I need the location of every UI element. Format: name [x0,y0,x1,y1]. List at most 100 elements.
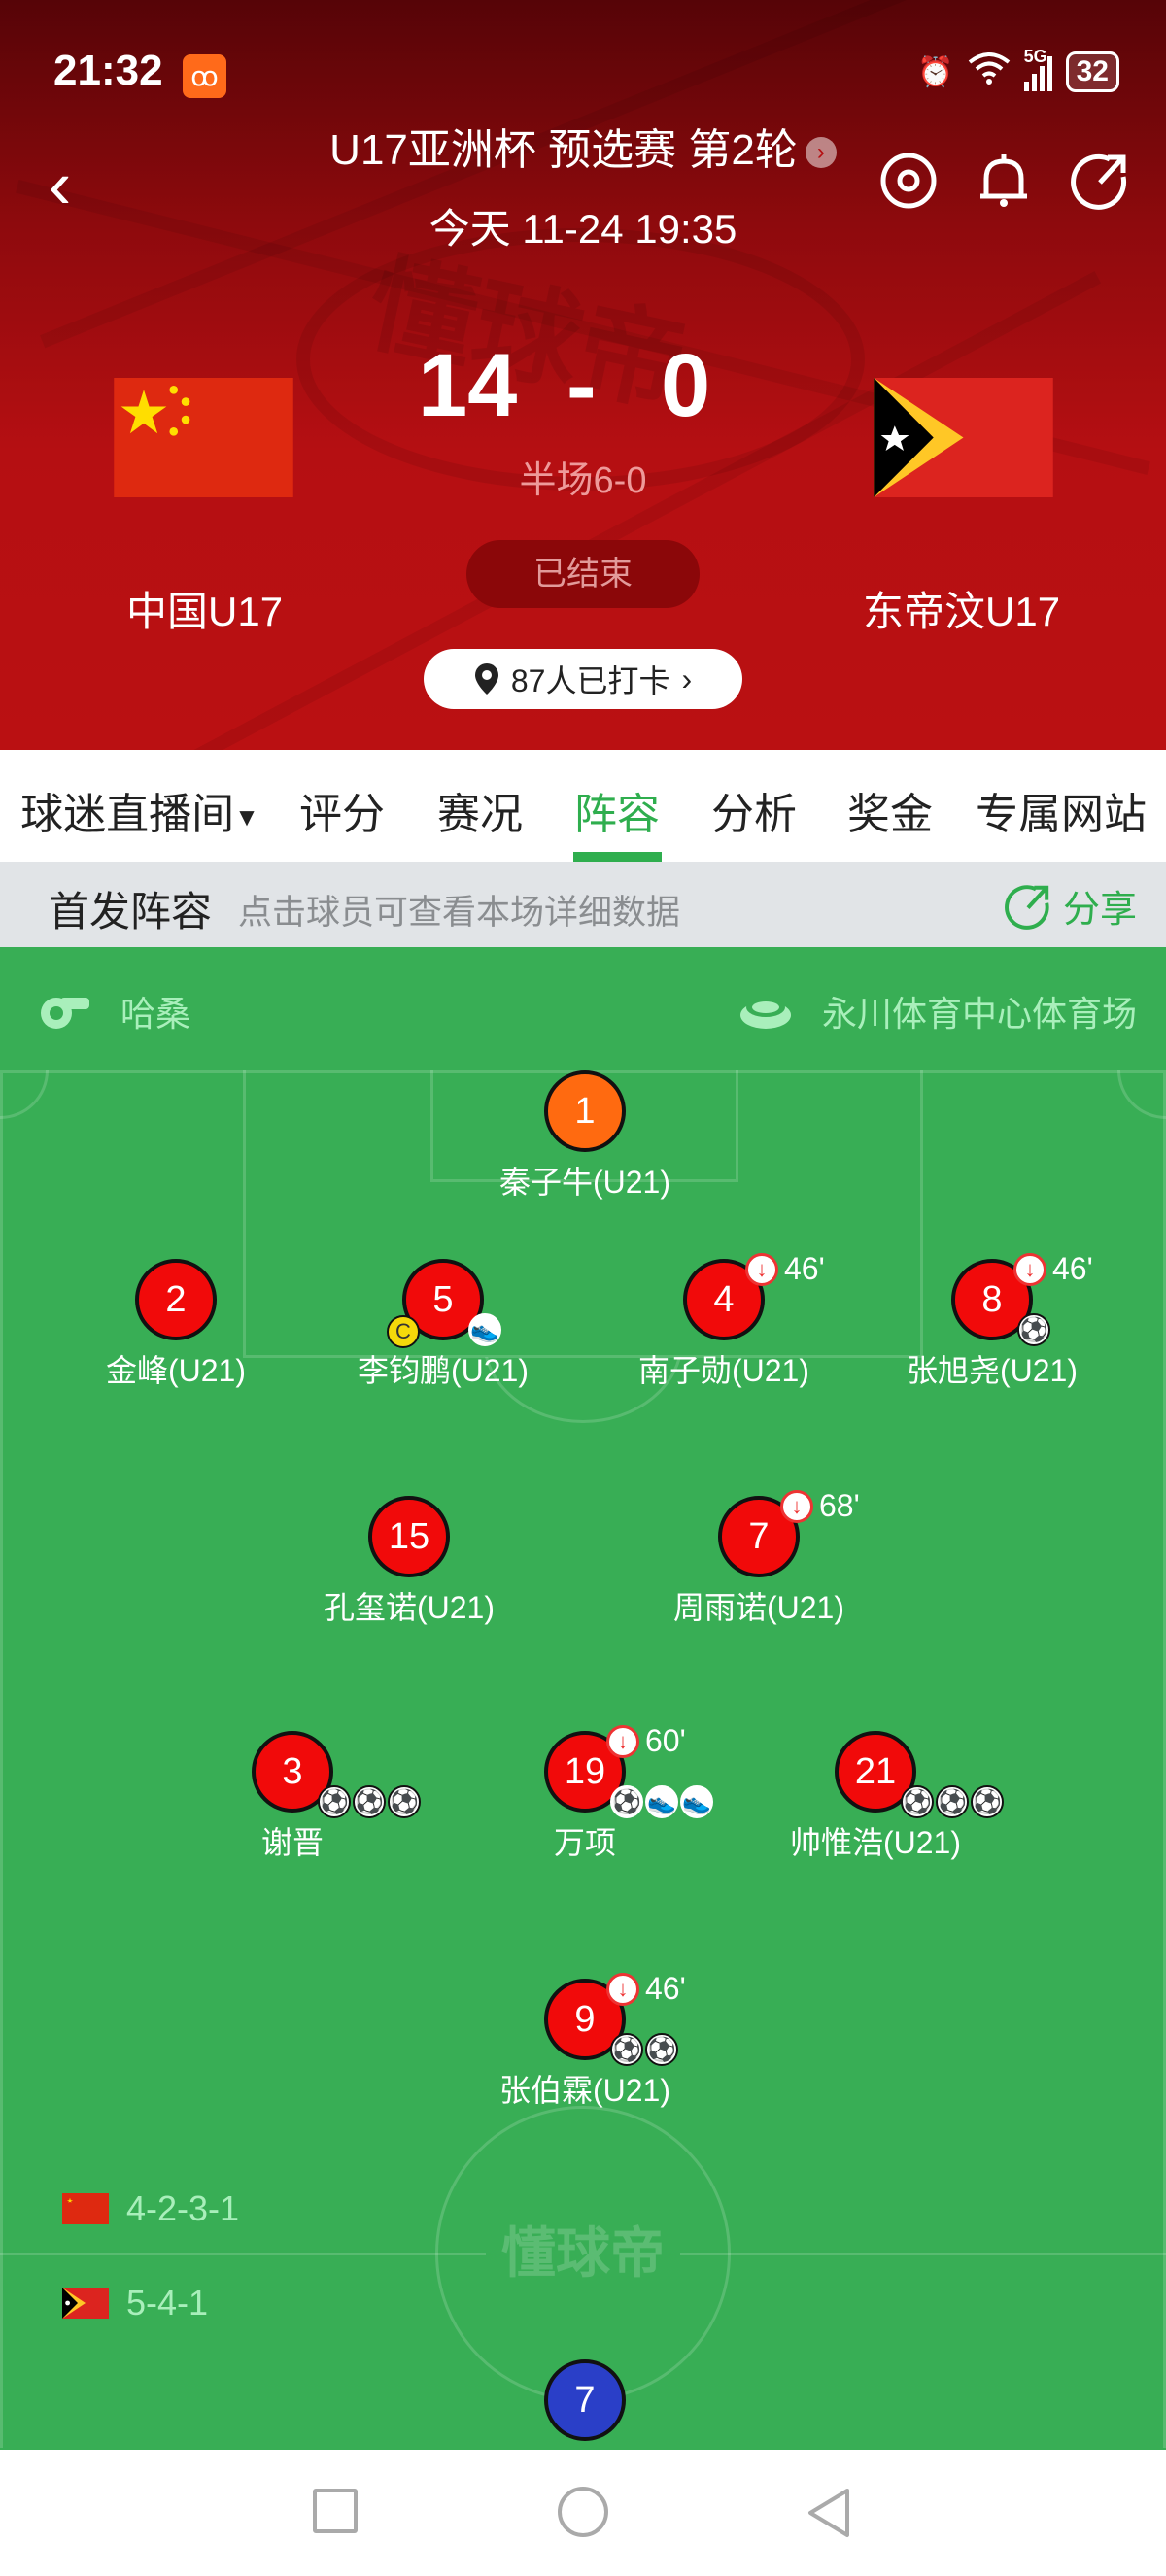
jersey-number[interactable]: 15 [368,1496,450,1577]
away-team-flag[interactable] [874,378,1053,497]
home-score: 14 [418,336,518,435]
sub-minute: 46' [645,1971,686,2006]
home-team-flag[interactable] [114,378,293,497]
tab-fan-live[interactable]: 球迷直播间▼ [20,779,259,841]
assist-boot-icon: 👟 [468,1313,501,1346]
chevron-right-icon: › [805,137,837,169]
goal-ball-icon: ⚽ [901,1785,934,1818]
tab-prize[interactable]: 奖金 [847,791,933,838]
wifi-icon [968,51,1011,93]
substitution: ↓ 60' [606,1723,686,1759]
share-icon [1071,153,1127,210]
goal-ball-icon: ⚽ [353,1785,386,1818]
signal-icon: 5G [1023,47,1052,91]
checkin-label: 87人已打卡 [510,663,670,698]
tab-lineup[interactable]: 阵容 [574,791,660,838]
chevron-right-icon: › [681,661,693,696]
goal-ball-icon: ⚽ [388,1785,421,1818]
assist-boot-icon: 👟 [645,1785,678,1818]
player-name[interactable]: 万项 [553,1825,616,1860]
match-date: 今天 11-24 19:35 [429,206,737,252]
jersey-number[interactable]: 1 [544,1070,626,1152]
jersey-number[interactable]: 19 [544,1731,626,1813]
share-button[interactable] [1070,151,1130,211]
kuaishou-icon: ꝏ [183,54,226,98]
goal-ball-icon: ⚽ [645,2033,678,2066]
player-name[interactable]: 金峰(U21) [105,1353,247,1388]
formation-label: 5-4-1 [126,2283,209,2322]
network-type: 5G [1023,47,1047,66]
half-time-score: 半场6-0 [519,460,647,501]
active-tab-indicator [573,852,662,862]
player-events: ⚽ ⚽ ⚽ [318,1785,421,1818]
recent-apps-button[interactable] [313,2489,358,2533]
section-title: 首发阵容 [49,889,213,934]
player-name[interactable]: 周雨诺(U21) [672,1590,845,1625]
goal-ball-icon: ⚽ [610,2033,643,2066]
checkin-button[interactable]: 87人已打卡 › [424,649,742,709]
player-name[interactable]: 李钧鹏(U21) [357,1353,530,1388]
pitch: 哈桑 永川体育中心体育场 懂球帝 4-2-3-1 5-4-1 1 秦子牛(U21)… [0,947,1166,2450]
away-flag-icon [62,2288,109,2319]
caret-down-icon: ▼ [234,801,259,831]
substitution: ↓ 46' [606,1971,686,2007]
player-name[interactable]: 孔玺诺(U21) [323,1590,496,1625]
alarm-icon: ⏰ [917,55,954,88]
target-icon [880,153,937,209]
tab-ratings[interactable]: 评分 [299,791,385,838]
home-button[interactable] [558,2487,608,2537]
sub-minute: 46' [784,1251,825,1286]
bell-icon [980,154,1027,207]
goal-ball-icon: ⚽ [318,1785,351,1818]
location-pin-icon [474,663,498,695]
back-button[interactable]: ‹ [49,147,72,222]
referee-name: 哈桑 [120,994,191,1034]
jersey-number[interactable]: 7 [544,2359,626,2441]
goal-ball-icon: ⚽ [936,1785,969,1818]
match-title[interactable]: U17亚洲杯 预选赛 第2轮 › [0,115,1166,177]
venue-name: 永川体育中心体育场 [821,994,1137,1034]
assist-boot-icon: 👟 [680,1785,713,1818]
share-lineup-button[interactable]: 分享 [1005,879,1137,932]
player-name[interactable]: 帅惟浩(U21) [789,1825,962,1860]
substitution: ↓ 46' [745,1251,825,1287]
goal-ball-icon: ⚽ [1017,1313,1050,1346]
match-header: 懂球帝 21:32 ꝏ ⏰ 5G 32 ‹ U17亚洲杯 预选赛 第2轮 › 今天… [0,0,1166,750]
player-name[interactable]: 谢晋 [260,1825,324,1860]
sub-out-arrow-icon: ↓ [606,1972,639,2006]
watermark: 懂球帝 [486,2210,680,2288]
away-formation: 5-4-1 [62,2283,208,2323]
battery-indicator: 32 [1065,51,1119,92]
player-events: ⚽ [1017,1313,1050,1346]
sub-minute: 60' [645,1723,686,1758]
system-nav-bar [0,2450,1166,2576]
venue: 永川体育中心体育场 [738,986,1137,1036]
tab-website[interactable]: 专属网站 [976,791,1147,838]
back-nav-button[interactable] [806,2487,851,2539]
substitution: ↓ 68' [780,1488,860,1524]
tab-analysis[interactable]: 分析 [711,791,797,838]
player-name[interactable]: 张伯霖(U21) [498,2073,671,2108]
penalty-box [243,1070,923,1358]
tab-bar: 球迷直播间▼ 评分 赛况 阵容 分析 奖金 专属网站 [0,750,1166,862]
sub-out-arrow-icon: ↓ [1013,1252,1046,1286]
sub-out-arrow-icon: ↓ [780,1489,813,1523]
player-events: ⚽ 👟 👟 [610,1785,713,1818]
notification-button[interactable] [974,151,1034,211]
stadium-icon [739,998,791,1029]
whistle-icon [41,998,89,1029]
tab-label: 球迷直播间 [20,791,235,838]
jersey-number[interactable]: 3 [252,1731,333,1813]
jersey-number[interactable]: 2 [135,1259,217,1340]
home-team-name[interactable]: 中国U17 [126,589,284,634]
player-name[interactable]: 张旭尧(U21) [906,1353,1079,1388]
follow-button[interactable] [878,151,939,211]
share-label: 分享 [1062,890,1137,931]
tab-match-events[interactable]: 赛况 [437,791,523,838]
away-team-name[interactable]: 东帝汶U17 [863,589,1061,634]
player-name[interactable]: 秦子牛(U21) [498,1165,671,1200]
sub-minute: 68' [819,1488,860,1523]
home-flag-icon [62,2193,109,2224]
away-score: 0 [661,336,711,435]
player-name[interactable]: 南子勋(U21) [637,1353,810,1388]
